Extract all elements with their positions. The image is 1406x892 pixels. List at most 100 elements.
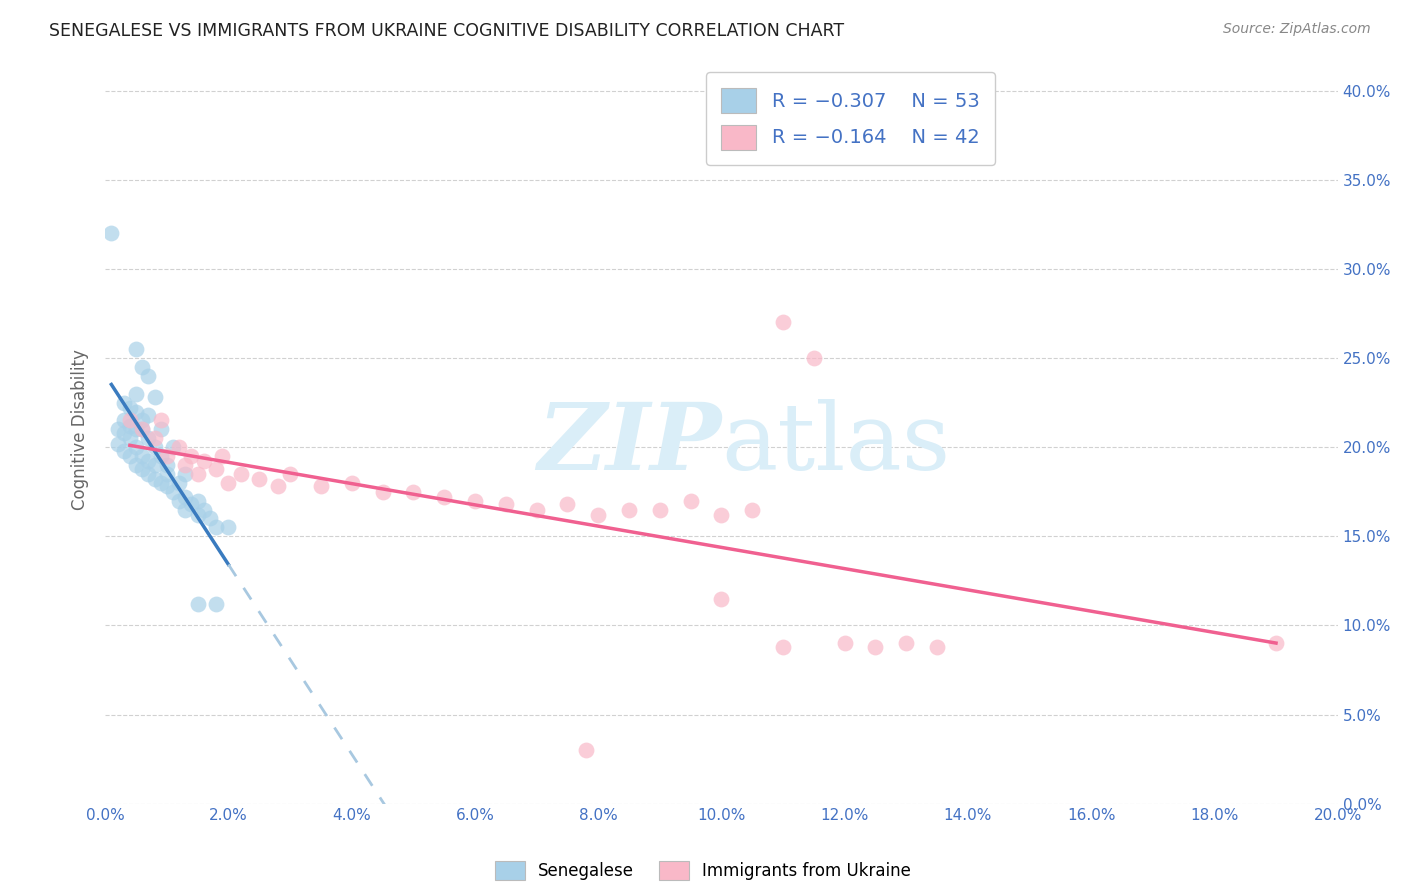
Point <box>575 743 598 757</box>
Point <box>131 449 153 463</box>
Point <box>617 502 640 516</box>
Point <box>112 425 135 440</box>
Point <box>217 520 239 534</box>
Point <box>187 467 209 481</box>
Point <box>174 490 197 504</box>
Point <box>865 640 887 654</box>
Point <box>131 413 153 427</box>
Point <box>309 479 332 493</box>
Point <box>100 227 122 241</box>
Point <box>112 443 135 458</box>
Point <box>586 508 609 522</box>
Point <box>138 431 160 445</box>
Point <box>156 479 179 493</box>
Point <box>125 440 148 454</box>
Legend: Senegalese, Immigrants from Ukraine: Senegalese, Immigrants from Ukraine <box>488 855 918 887</box>
Point <box>741 502 763 516</box>
Point <box>267 479 290 493</box>
Point <box>125 386 148 401</box>
Point <box>679 493 702 508</box>
Point <box>772 315 794 329</box>
Point <box>340 475 363 490</box>
Text: ZIP: ZIP <box>537 400 721 490</box>
Legend: R = −0.307    N = 53, R = −0.164    N = 42: R = −0.307 N = 53, R = −0.164 N = 42 <box>706 72 995 165</box>
Point <box>464 493 486 508</box>
Point <box>247 472 270 486</box>
Point <box>710 508 733 522</box>
Point <box>138 408 160 422</box>
Point <box>193 454 215 468</box>
Point <box>167 475 190 490</box>
Point <box>118 401 141 415</box>
Point <box>167 493 190 508</box>
Point <box>278 467 301 481</box>
Point <box>118 418 141 433</box>
Point <box>1265 636 1288 650</box>
Point <box>162 440 184 454</box>
Point <box>143 390 166 404</box>
Point <box>896 636 918 650</box>
Point <box>143 472 166 486</box>
Point <box>162 484 184 499</box>
Point <box>131 461 153 475</box>
Point <box>156 467 179 481</box>
Point <box>138 368 160 383</box>
Point <box>156 449 179 463</box>
Point <box>112 395 135 409</box>
Point <box>495 497 517 511</box>
Text: atlas: atlas <box>721 400 950 490</box>
Point <box>138 467 160 481</box>
Point <box>198 511 221 525</box>
Point <box>174 458 197 472</box>
Point <box>180 497 202 511</box>
Point <box>710 591 733 606</box>
Point <box>526 502 548 516</box>
Point <box>205 520 228 534</box>
Point <box>143 440 166 454</box>
Point <box>143 431 166 445</box>
Point <box>187 597 209 611</box>
Point <box>125 458 148 472</box>
Point <box>927 640 949 654</box>
Point <box>125 342 148 356</box>
Point <box>217 475 239 490</box>
Point <box>112 413 135 427</box>
Point <box>187 508 209 522</box>
Point <box>143 458 166 472</box>
Point <box>118 413 141 427</box>
Point <box>834 636 856 650</box>
Text: SENEGALESE VS IMMIGRANTS FROM UKRAINE COGNITIVE DISABILITY CORRELATION CHART: SENEGALESE VS IMMIGRANTS FROM UKRAINE CO… <box>49 22 845 40</box>
Point <box>149 449 172 463</box>
Point <box>402 484 425 499</box>
Point <box>648 502 671 516</box>
Point <box>118 431 141 445</box>
Point <box>180 449 202 463</box>
Point <box>125 404 148 418</box>
Y-axis label: Cognitive Disability: Cognitive Disability <box>72 349 89 510</box>
Point <box>803 351 825 365</box>
Point <box>205 461 228 475</box>
Point <box>229 467 252 481</box>
Point <box>167 440 190 454</box>
Point <box>149 475 172 490</box>
Point <box>433 490 456 504</box>
Point <box>149 422 172 436</box>
Point <box>193 502 215 516</box>
Point <box>205 597 228 611</box>
Point <box>131 422 153 436</box>
Point <box>187 493 209 508</box>
Point <box>174 502 197 516</box>
Point <box>131 359 153 374</box>
Point <box>125 422 148 436</box>
Point <box>107 422 129 436</box>
Point <box>371 484 394 499</box>
Point <box>557 497 579 511</box>
Point <box>107 436 129 450</box>
Point <box>149 413 172 427</box>
Text: Source: ZipAtlas.com: Source: ZipAtlas.com <box>1223 22 1371 37</box>
Point <box>772 640 794 654</box>
Point <box>131 422 153 436</box>
Point <box>138 454 160 468</box>
Point <box>211 449 233 463</box>
Point <box>174 467 197 481</box>
